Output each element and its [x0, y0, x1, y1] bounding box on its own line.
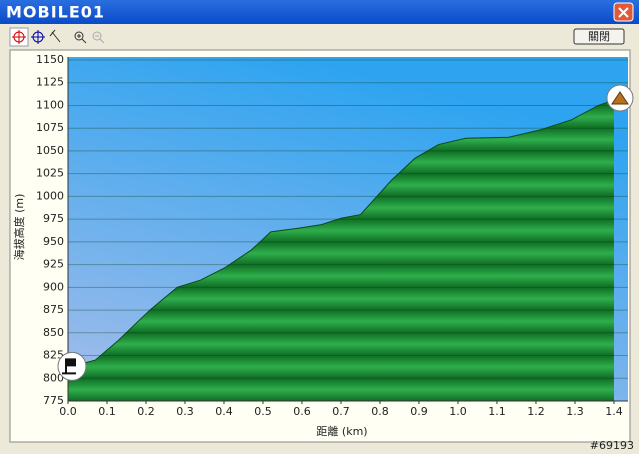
y-tick-label: 850	[43, 326, 64, 339]
x-tick-label: 0.1	[98, 405, 116, 418]
tool-zoom-out[interactable]	[92, 31, 102, 41]
elevation-line	[67, 99, 615, 368]
x-tick-label: 0.6	[293, 405, 311, 418]
y-tick-label: 825	[43, 349, 64, 362]
x-tick-label: 1.0	[449, 405, 467, 418]
x-tick-label: 1.2	[527, 405, 545, 418]
x-tick-label: 0.9	[410, 405, 428, 418]
title-bar	[0, 0, 639, 24]
x-tick-label: 0.5	[254, 405, 272, 418]
summit-mountain	[611, 91, 629, 105]
area-fill	[68, 100, 614, 401]
watermark: #69193	[590, 439, 634, 452]
close-x-icon	[618, 7, 629, 18]
y-tick-label: 950	[43, 235, 64, 248]
toolbar	[9, 27, 105, 47]
tool-zoom-in[interactable]	[74, 31, 84, 41]
tool-select[interactable]	[49, 29, 61, 43]
y-tick-label: 875	[43, 303, 64, 316]
y-tick-label: 1100	[36, 98, 64, 111]
x-tick-label: 0.7	[332, 405, 350, 418]
y-tick-label: 1025	[36, 167, 64, 180]
x-tick-label: 1.4	[605, 405, 623, 418]
start-flag	[62, 358, 76, 375]
x-tick-label: 1.1	[488, 405, 506, 418]
y-tick-label: 1125	[36, 76, 64, 89]
y-tick-label: 1150	[36, 53, 64, 66]
y-tick-label: 1050	[36, 144, 64, 157]
logo: MOBILE01	[6, 3, 105, 22]
y-axis-label: 海拔高度 (m)	[12, 194, 26, 261]
y-tick-label: 1000	[36, 189, 64, 202]
y-tick-label: 900	[43, 280, 64, 293]
y-tick-label: 775	[43, 394, 64, 407]
x-tick-label: 0.2	[137, 405, 155, 418]
close-button-label: 關閉	[588, 30, 610, 43]
x-tick-label: 0.4	[215, 405, 233, 418]
x-tick-label: 0.8	[371, 405, 389, 418]
x-axis-label: 距離 (km)	[316, 424, 367, 438]
y-tick-label: 1075	[36, 121, 64, 134]
close-button[interactable]	[573, 28, 625, 45]
x-tick-label: 0.0	[59, 405, 77, 418]
x-tick-label: 0.3	[176, 405, 194, 418]
y-tick-label: 800	[43, 371, 64, 384]
x-tick-label: 1.3	[566, 405, 584, 418]
y-tick-label: 925	[43, 258, 64, 271]
y-tick-label: 975	[43, 212, 64, 225]
